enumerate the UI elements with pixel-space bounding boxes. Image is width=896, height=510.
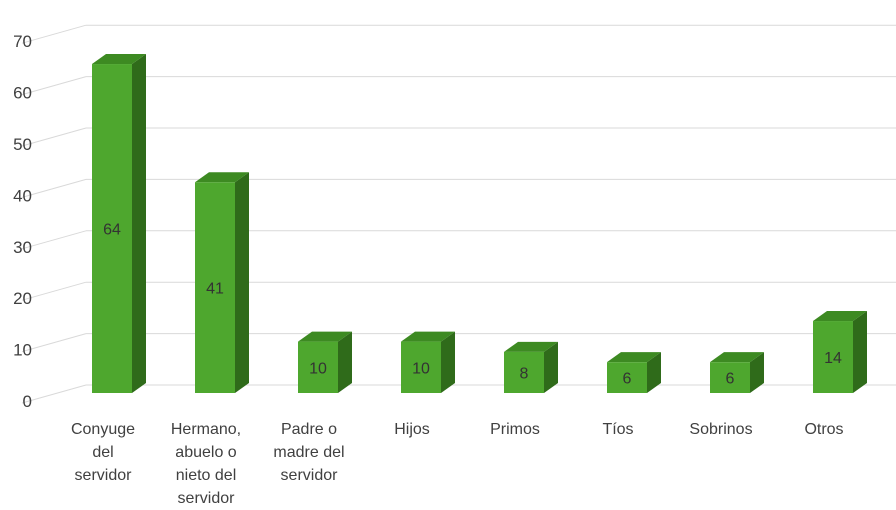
data-label: 6 xyxy=(623,371,632,388)
bar xyxy=(607,352,661,393)
bar-top xyxy=(195,172,249,183)
bar-front xyxy=(92,64,132,393)
gridlines xyxy=(21,24,896,404)
category-label: Hijos xyxy=(394,421,430,438)
data-label: 10 xyxy=(309,360,327,377)
bars xyxy=(92,54,867,393)
bar xyxy=(195,172,249,393)
y-tick-label: 0 xyxy=(23,392,32,411)
y-tick-label: 30 xyxy=(13,238,32,257)
bar-top xyxy=(710,352,764,363)
category-label: Primos xyxy=(490,421,540,438)
bar-top xyxy=(607,352,661,363)
gridline-slant xyxy=(21,281,87,301)
y-tick-label: 70 xyxy=(13,32,32,51)
bar xyxy=(298,331,352,393)
bar-top xyxy=(92,54,146,65)
bar-side xyxy=(235,172,249,393)
bar-side xyxy=(441,331,455,393)
bar-front xyxy=(710,362,750,393)
bar-front xyxy=(813,321,853,393)
bar xyxy=(813,311,867,393)
bar-top xyxy=(298,331,352,342)
gridline-slant xyxy=(21,76,87,96)
x-axis-categories: Conyuge del servidor Hermano, abuelo o nieto … xyxy=(71,421,844,507)
bar-front xyxy=(298,341,338,393)
category-label: Tíos xyxy=(602,421,633,438)
bar-side xyxy=(853,311,867,393)
bar xyxy=(710,352,764,393)
y-tick-label: 60 xyxy=(13,84,32,103)
y-tick-label: 10 xyxy=(13,341,32,360)
gridline-slant xyxy=(21,230,87,250)
bar-front xyxy=(401,341,441,393)
y-tick-label: 50 xyxy=(13,135,32,154)
gridline-slant xyxy=(21,178,87,198)
bar-front xyxy=(504,351,544,393)
bar-front xyxy=(195,182,235,393)
bar xyxy=(92,54,146,393)
bar-side xyxy=(132,54,146,393)
bar-side xyxy=(750,352,764,393)
y-tick-label: 20 xyxy=(13,289,32,308)
gridline-slant xyxy=(21,24,87,44)
bar-front xyxy=(607,362,647,393)
bar-side xyxy=(647,352,661,393)
bar-top xyxy=(504,341,558,352)
bar xyxy=(504,341,558,393)
bar-top xyxy=(401,331,455,342)
gridline-slant xyxy=(21,127,87,147)
data-label: 10 xyxy=(412,360,430,377)
category-label: Sobrinos xyxy=(689,421,752,438)
data-label: 6 xyxy=(726,371,735,388)
data-label: 64 xyxy=(103,222,121,239)
data-label: 14 xyxy=(824,350,842,367)
category-label: Otros xyxy=(804,421,843,438)
category-label: Conyuge del servidor xyxy=(71,421,135,484)
bar xyxy=(401,331,455,393)
y-tick-label: 40 xyxy=(13,186,32,205)
bar-side xyxy=(338,331,352,393)
y-axis-ticks: 0 10 20 30 40 50 60 70 xyxy=(13,32,32,411)
bar-top xyxy=(813,311,867,322)
data-label: 8 xyxy=(520,365,529,382)
bar-side xyxy=(544,341,558,393)
data-labels: 64 41 10 10 8 6 6 14 xyxy=(103,222,842,388)
gridline-slant xyxy=(21,333,87,353)
gridline-slant xyxy=(21,384,87,404)
data-label: 41 xyxy=(206,281,224,298)
category-label: Padre o madre del servidor xyxy=(273,421,344,484)
category-label: Hermano, abuelo o nieto del servidor xyxy=(171,421,241,507)
